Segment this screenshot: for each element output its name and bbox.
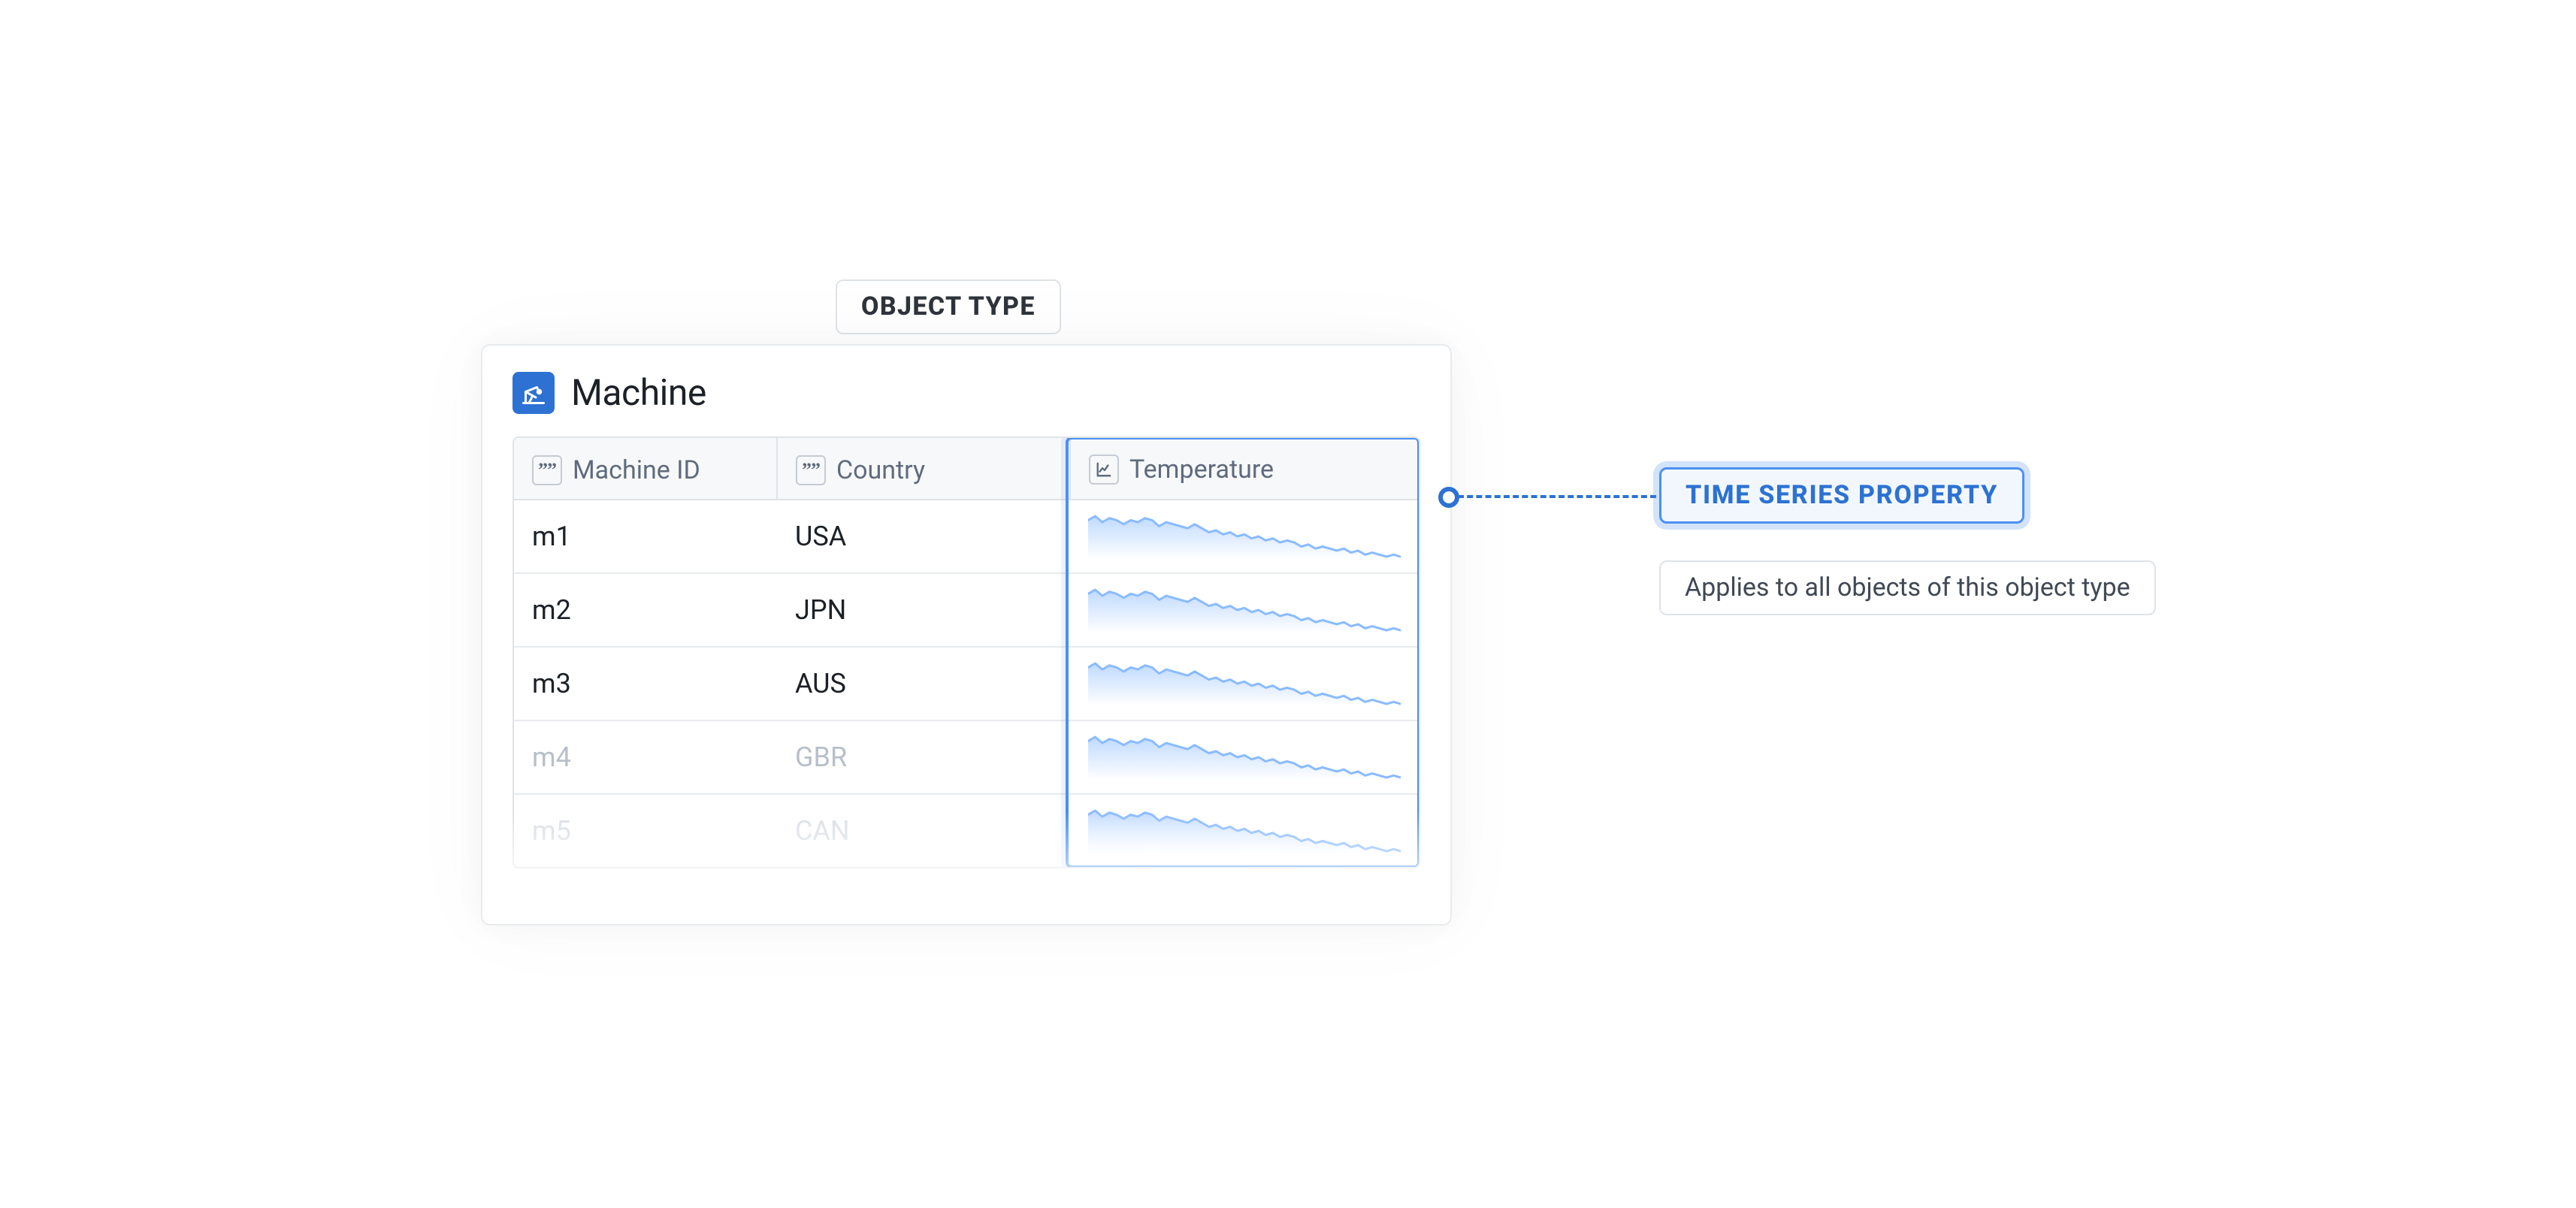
tsp-note: Applies to all objects of this object ty… bbox=[1659, 560, 2156, 615]
object-type-badge: OBJECT TYPE bbox=[836, 279, 1061, 334]
sparkline-chart bbox=[1088, 661, 1401, 706]
cell-machine-id: m2 bbox=[514, 573, 777, 647]
card-title: Machine bbox=[571, 371, 706, 414]
table-row[interactable]: m4 GBR bbox=[514, 720, 1419, 794]
object-type-card: Machine ”” Machine ID bbox=[481, 344, 1452, 926]
column-header-country[interactable]: ”” Country bbox=[777, 438, 1070, 500]
machine-icon bbox=[512, 372, 555, 414]
table-row[interactable]: m3 AUS bbox=[514, 647, 1419, 720]
column-header-temperature[interactable]: Temperature bbox=[1070, 438, 1419, 500]
sparkline-chart bbox=[1088, 587, 1401, 633]
table-header-row: ”” Machine ID ”” Country bbox=[514, 438, 1419, 500]
column-label: Temperature bbox=[1129, 455, 1274, 485]
sparkline-chart bbox=[1088, 735, 1401, 780]
cell-temperature bbox=[1070, 720, 1419, 794]
card-header: Machine bbox=[482, 346, 1450, 436]
table-row[interactable]: m2 JPN bbox=[514, 573, 1419, 647]
cell-machine-id: m4 bbox=[514, 720, 777, 794]
table-row[interactable]: m5 CAN bbox=[514, 794, 1419, 867]
column-label: Machine ID bbox=[573, 455, 700, 485]
cell-temperature bbox=[1070, 794, 1419, 867]
column-label: Country bbox=[836, 455, 925, 485]
sparkline-chart bbox=[1088, 514, 1401, 559]
stage: OBJECT TYPE Machine bbox=[0, 0, 2576, 1208]
table-wrap: ”” Machine ID ”” Country bbox=[512, 436, 1420, 868]
cell-country: GBR bbox=[777, 720, 1070, 794]
cell-country: AUS bbox=[777, 647, 1070, 720]
cell-temperature bbox=[1070, 500, 1419, 573]
connector-line bbox=[1458, 495, 1656, 498]
cell-machine-id: m1 bbox=[514, 500, 777, 573]
column-header-machine-id[interactable]: ”” Machine ID bbox=[514, 438, 777, 500]
cell-country: USA bbox=[777, 500, 1070, 573]
table-row[interactable]: m1 USA bbox=[514, 500, 1419, 573]
object-table: ”” Machine ID ”” Country bbox=[514, 438, 1419, 867]
cell-temperature bbox=[1070, 573, 1419, 647]
string-type-icon: ”” bbox=[532, 455, 562, 485]
string-type-icon: ”” bbox=[796, 455, 826, 485]
cell-country: CAN bbox=[777, 794, 1070, 867]
connector-dot bbox=[1438, 487, 1459, 508]
time-series-property-badge: TIME SERIES PROPERTY bbox=[1659, 467, 2024, 524]
cell-temperature bbox=[1070, 647, 1419, 720]
timeseries-type-icon bbox=[1089, 455, 1119, 485]
sparkline-chart bbox=[1088, 808, 1401, 853]
cell-machine-id: m3 bbox=[514, 647, 777, 720]
cell-country: JPN bbox=[777, 573, 1070, 647]
cell-machine-id: m5 bbox=[514, 794, 777, 867]
